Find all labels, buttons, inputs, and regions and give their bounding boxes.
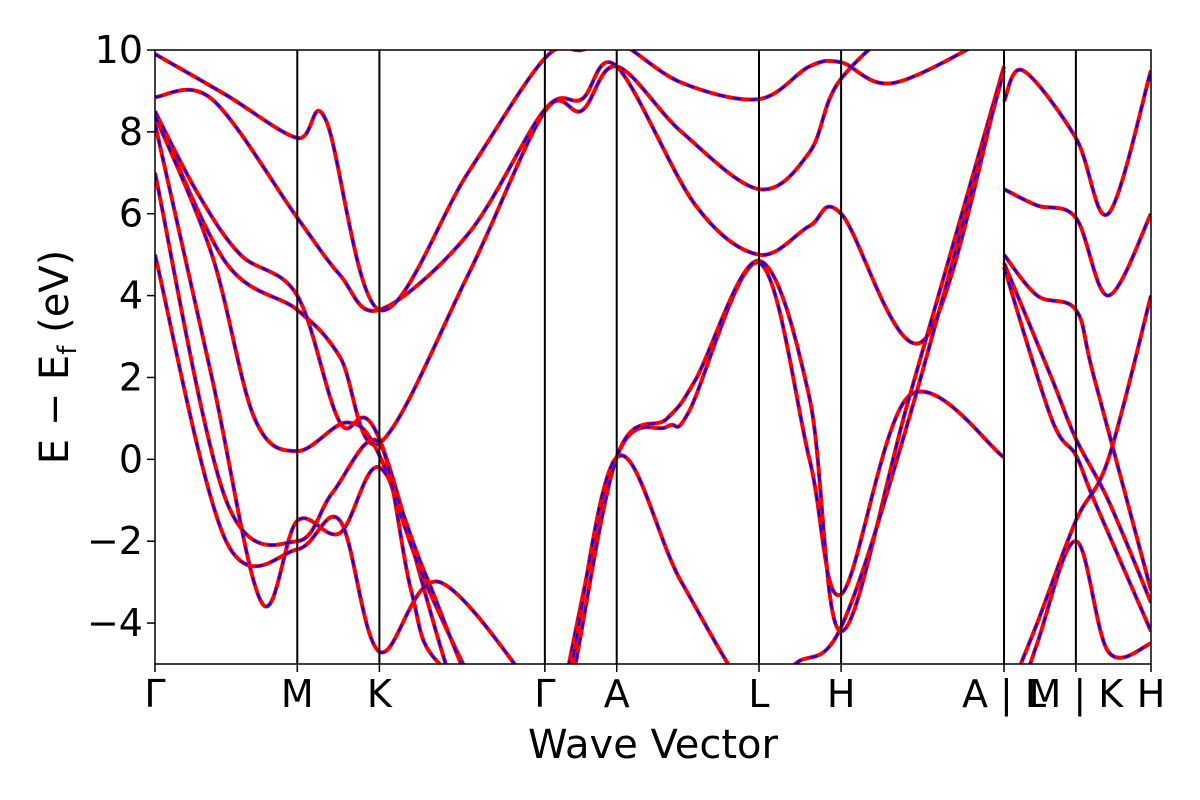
x-tick-label: L xyxy=(748,672,769,716)
high-symmetry-lines xyxy=(296,50,1077,664)
x-tick-label: Γ xyxy=(144,672,165,716)
y-tick-label: 6 xyxy=(119,192,143,236)
bands-layer xyxy=(155,50,1151,664)
y-axis-label-main: E − E xyxy=(32,355,78,465)
y-axis: −4 −2 0 2 4 6 8 10 xyxy=(87,28,155,645)
y-tick-label: −2 xyxy=(87,519,143,563)
band-1-wannier-line xyxy=(155,61,1006,345)
band-9-dft-line xyxy=(1003,187,1151,298)
band-12-dft-line xyxy=(1002,266,1151,633)
band-2-dft-line xyxy=(155,50,971,313)
y-tick-label: 8 xyxy=(119,110,143,154)
x-tick-label: M | K xyxy=(1029,672,1125,717)
y-tick-label: −4 xyxy=(87,601,143,645)
x-tick-label: Γ xyxy=(534,672,555,716)
y-tick-label: 2 xyxy=(119,355,143,399)
x-tick-label: H xyxy=(1137,672,1166,716)
band-5-wannier-line xyxy=(155,70,1006,664)
y-tick-label: 4 xyxy=(119,274,143,318)
band-10-wannier-line xyxy=(1003,254,1151,591)
band-12-wannier-line xyxy=(1002,266,1151,632)
x-tick-label: K xyxy=(367,672,393,716)
band-0-dft-line xyxy=(155,50,872,447)
y-tick-label: 10 xyxy=(95,28,143,72)
plot-frame xyxy=(154,49,1152,665)
x-axis-label: Wave Vector xyxy=(528,722,779,768)
band-6-wannier-line xyxy=(155,254,516,664)
y-axis-label-unit: (eV) xyxy=(32,250,78,346)
band-4-wannier-line xyxy=(155,66,1006,664)
y-tick-label: 0 xyxy=(119,437,143,481)
y-axis-label: E − Ef (eV) xyxy=(32,250,83,465)
band-6-dft-line xyxy=(155,254,517,664)
band-7-wannier-line xyxy=(155,172,442,664)
x-tick-label: A | L xyxy=(962,672,1046,717)
band-9-wannier-line xyxy=(1003,188,1151,297)
band-0-wannier-line xyxy=(155,50,871,446)
band-2-wannier-line xyxy=(155,50,969,312)
x-tick-label: A xyxy=(604,672,630,716)
x-axis: Γ M K Γ A L H A | LM | K H xyxy=(144,664,1165,717)
band-14-wannier-line xyxy=(1029,540,1151,664)
band-4-dft-line xyxy=(155,65,1006,664)
x-tick-label: H xyxy=(827,672,856,716)
x-tick-label: M xyxy=(281,672,314,716)
band-8-wannier-line xyxy=(1002,68,1151,217)
y-axis-label-sub: f xyxy=(53,345,83,355)
